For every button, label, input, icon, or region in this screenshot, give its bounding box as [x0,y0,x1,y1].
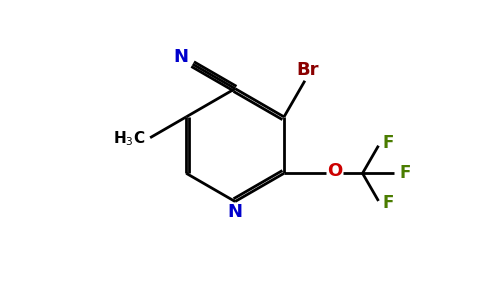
Text: H$_3$C: H$_3$C [113,129,146,148]
Text: N: N [173,48,188,66]
Text: N: N [227,203,242,221]
Text: F: F [399,164,411,182]
Text: F: F [382,134,394,152]
Text: O: O [327,162,342,180]
Text: Br: Br [296,61,318,79]
Text: F: F [382,194,394,212]
